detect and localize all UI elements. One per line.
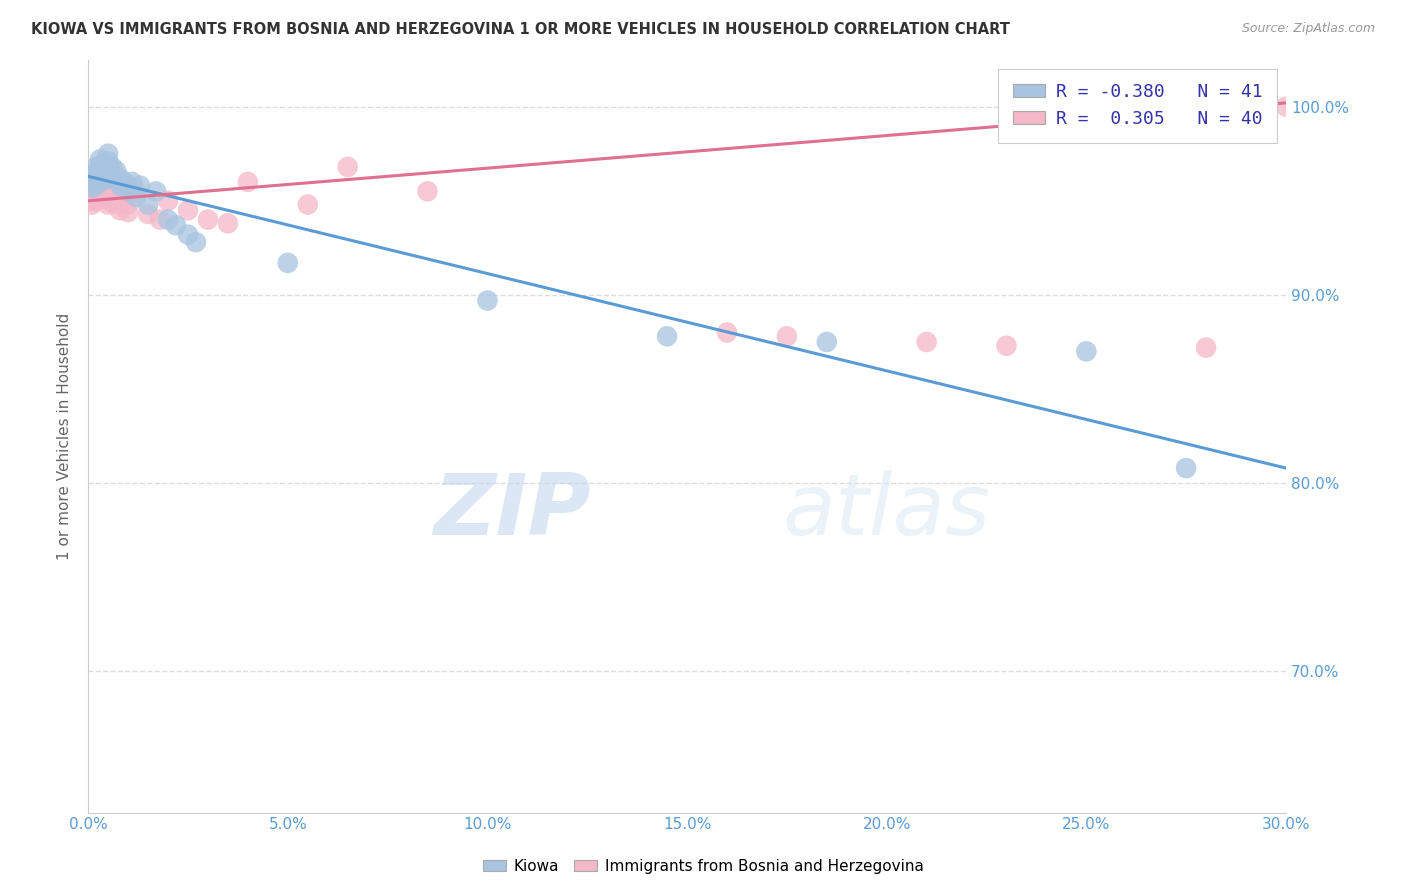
Point xyxy=(101,188,124,202)
Point xyxy=(1195,341,1218,355)
Point xyxy=(125,190,148,204)
Point xyxy=(129,178,152,193)
Point xyxy=(108,203,131,218)
Point xyxy=(136,207,159,221)
Point xyxy=(655,329,678,343)
Point xyxy=(156,194,179,208)
Point xyxy=(84,160,107,174)
Point xyxy=(1275,100,1298,114)
Point xyxy=(815,334,838,349)
Point xyxy=(97,197,120,211)
Point xyxy=(97,161,120,176)
Point xyxy=(84,171,107,186)
Text: atlas: atlas xyxy=(783,470,991,553)
Point xyxy=(97,146,120,161)
Text: ZIP: ZIP xyxy=(433,470,592,553)
Point xyxy=(121,175,143,189)
Point xyxy=(101,160,124,174)
Point xyxy=(84,194,107,208)
Point xyxy=(165,219,187,233)
Point xyxy=(84,178,107,193)
Point xyxy=(117,178,139,193)
Point xyxy=(125,185,148,199)
Point xyxy=(145,185,167,199)
Point xyxy=(89,178,111,193)
Point xyxy=(97,171,120,186)
Text: KIOWA VS IMMIGRANTS FROM BOSNIA AND HERZEGOVINA 1 OR MORE VEHICLES IN HOUSEHOLD : KIOWA VS IMMIGRANTS FROM BOSNIA AND HERZ… xyxy=(31,22,1010,37)
Point xyxy=(101,169,124,184)
Point xyxy=(136,197,159,211)
Point xyxy=(112,194,135,208)
Point xyxy=(93,156,115,170)
Point xyxy=(184,235,207,250)
Point xyxy=(93,175,115,189)
Point xyxy=(716,326,738,340)
Point xyxy=(336,160,359,174)
Point xyxy=(82,169,104,184)
Point xyxy=(84,180,107,194)
Point xyxy=(108,171,131,186)
Point xyxy=(117,205,139,219)
Point xyxy=(236,175,259,189)
Y-axis label: 1 or more Vehicles in Household: 1 or more Vehicles in Household xyxy=(58,312,72,559)
Point xyxy=(82,197,104,211)
Point xyxy=(84,165,107,179)
Point xyxy=(93,163,115,178)
Point xyxy=(82,175,104,189)
Point xyxy=(89,160,111,174)
Point xyxy=(97,185,120,199)
Point xyxy=(101,195,124,210)
Point xyxy=(149,212,172,227)
Point xyxy=(416,185,439,199)
Point xyxy=(995,339,1018,353)
Point xyxy=(297,197,319,211)
Point xyxy=(477,293,499,308)
Point xyxy=(277,256,299,270)
Text: Source: ZipAtlas.com: Source: ZipAtlas.com xyxy=(1241,22,1375,36)
Legend: Kiowa, Immigrants from Bosnia and Herzegovina: Kiowa, Immigrants from Bosnia and Herzeg… xyxy=(477,853,929,880)
Point xyxy=(197,212,219,227)
Point xyxy=(105,173,128,187)
Point xyxy=(1076,344,1098,359)
Point xyxy=(97,154,120,169)
Point xyxy=(105,192,128,206)
Point xyxy=(82,188,104,202)
Point xyxy=(108,197,131,211)
Point xyxy=(89,192,111,206)
Point xyxy=(89,169,111,184)
Point xyxy=(177,227,200,242)
Point xyxy=(84,186,107,201)
Point xyxy=(93,182,115,196)
Point xyxy=(89,185,111,199)
Point xyxy=(93,192,115,206)
Point xyxy=(82,194,104,208)
Point xyxy=(93,173,115,187)
Point xyxy=(105,163,128,178)
Point xyxy=(97,190,120,204)
Point xyxy=(89,153,111,167)
Point xyxy=(117,185,139,199)
Point xyxy=(117,197,139,211)
Point xyxy=(108,178,131,193)
Point xyxy=(82,180,104,194)
Point xyxy=(177,203,200,218)
Legend: R = -0.380   N = 41, R =  0.305   N = 40: R = -0.380 N = 41, R = 0.305 N = 40 xyxy=(998,69,1277,143)
Point xyxy=(217,216,239,230)
Point xyxy=(112,175,135,189)
Point xyxy=(1175,461,1198,475)
Point xyxy=(156,212,179,227)
Point xyxy=(776,329,799,343)
Point xyxy=(915,334,938,349)
